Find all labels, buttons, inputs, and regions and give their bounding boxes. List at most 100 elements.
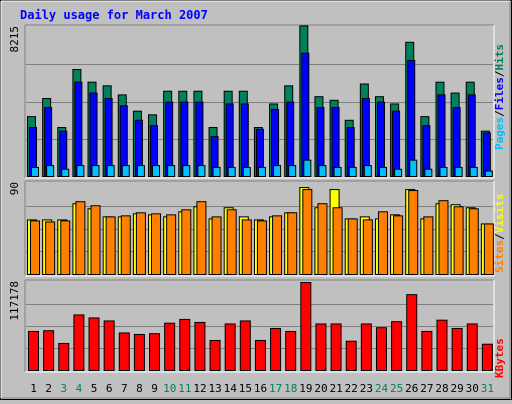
- chart-title: Daily usage for March 2007: [20, 8, 208, 22]
- bar-pages: [257, 166, 266, 178]
- bar-kbytes: [391, 321, 403, 371]
- bar-sites: [196, 201, 207, 275]
- bar-kbytes: [194, 321, 206, 371]
- bar-pages: [363, 165, 372, 177]
- day-label: 30: [466, 382, 479, 395]
- bar-pages: [136, 165, 145, 177]
- bar-pages: [197, 165, 206, 177]
- day-label: 28: [435, 382, 448, 395]
- bar-sites: [241, 219, 252, 275]
- day-label: 5: [91, 382, 98, 395]
- bar-sites: [120, 215, 131, 276]
- bar-sites: [393, 215, 404, 276]
- legend-kbytes-kbytes: KBytes: [493, 338, 506, 378]
- bar-pages: [212, 166, 221, 178]
- bar-sites: [287, 212, 298, 275]
- bar-kbytes: [406, 294, 418, 372]
- bar-kbytes: [209, 339, 221, 372]
- bar-sites: [30, 220, 40, 276]
- day-label: 31: [481, 382, 494, 395]
- day-label: 8: [136, 382, 143, 395]
- bar-kbytes: [133, 333, 145, 371]
- bar-sites: [362, 219, 373, 275]
- day-label: 11: [178, 382, 191, 395]
- bar-kbytes: [481, 343, 493, 372]
- day-label: 4: [76, 382, 83, 395]
- bar-files: [482, 132, 491, 178]
- day-label: 13: [208, 382, 221, 395]
- bar-sites: [90, 205, 101, 275]
- bar-kbytes: [315, 323, 327, 371]
- bar-pages: [242, 166, 251, 178]
- bar-files: [437, 94, 446, 177]
- bar-files: [452, 107, 461, 177]
- legend-visits-sites: Sites/Visits: [493, 194, 506, 274]
- bar-sites: [332, 207, 343, 275]
- bar-sites: [408, 190, 419, 275]
- bar-kbytes: [43, 330, 55, 371]
- day-label: 9: [151, 382, 158, 395]
- bar-pages: [31, 166, 39, 178]
- bar-sites: [181, 209, 192, 276]
- bar-pages: [424, 168, 433, 178]
- bar-kbytes: [436, 319, 448, 371]
- bar-pages: [167, 165, 176, 177]
- bar-pages: [303, 159, 312, 178]
- bar-files: [301, 52, 310, 178]
- bar-pages: [288, 165, 297, 177]
- bar-pages: [333, 166, 342, 178]
- bar-kbytes: [375, 327, 387, 371]
- y-max-label: 90: [8, 182, 21, 195]
- bar-pages: [46, 165, 55, 177]
- bar-kbytes: [300, 282, 312, 371]
- bar-sites: [151, 213, 162, 275]
- bar-files: [225, 103, 234, 177]
- bar-sites: [302, 189, 313, 275]
- bar-pages: [484, 170, 493, 177]
- bar-pages: [91, 165, 100, 177]
- legend-visits-sites-separator: /: [493, 233, 506, 240]
- day-label: 19: [299, 382, 312, 395]
- day-label: 27: [420, 382, 433, 395]
- day-label: 10: [163, 382, 176, 395]
- bar-pages: [318, 165, 327, 177]
- panel-visits-sites: 90 Sites/Visits: [8, 180, 506, 277]
- bar-sites: [438, 200, 449, 275]
- bar-kbytes: [285, 330, 297, 372]
- bar-kbytes: [360, 323, 372, 371]
- bar-kbytes: [270, 327, 282, 372]
- bar-kbytes: [345, 340, 357, 371]
- bar-pages: [454, 166, 463, 178]
- day-label: 14: [224, 382, 238, 395]
- panel-kbytes: 117178 KBytes: [8, 279, 506, 378]
- bar-sites: [347, 218, 358, 275]
- day-label: 7: [121, 382, 128, 395]
- bar-pages: [409, 159, 418, 178]
- bar-pages: [182, 165, 191, 177]
- bar-pages: [439, 166, 448, 178]
- legend-hits-files-pages: Pages/Files/Hits: [493, 44, 506, 150]
- day-label: 21: [330, 382, 343, 395]
- bar-files: [376, 101, 385, 177]
- bar-sites: [423, 216, 434, 276]
- day-label: 25: [390, 382, 403, 395]
- bar-kbytes: [88, 317, 100, 372]
- legend-hits-files-pages-separator: /: [493, 110, 506, 117]
- bar-kbytes: [103, 320, 115, 372]
- bar-kbytes: [149, 333, 161, 372]
- legend-hits-files-pages-separator: /: [493, 70, 506, 77]
- bar-kbytes: [118, 332, 130, 371]
- bar-files: [361, 98, 370, 177]
- bar-pages: [61, 168, 70, 178]
- bar-kbytes: [330, 323, 342, 371]
- bar-kbytes: [164, 322, 176, 372]
- bar-kbytes: [28, 330, 39, 372]
- bar-sites: [166, 214, 177, 276]
- legend-kbytes: KBytes: [493, 338, 506, 378]
- bar-pages: [106, 165, 115, 177]
- bar-kbytes: [73, 314, 85, 371]
- bar-pages: [469, 166, 478, 178]
